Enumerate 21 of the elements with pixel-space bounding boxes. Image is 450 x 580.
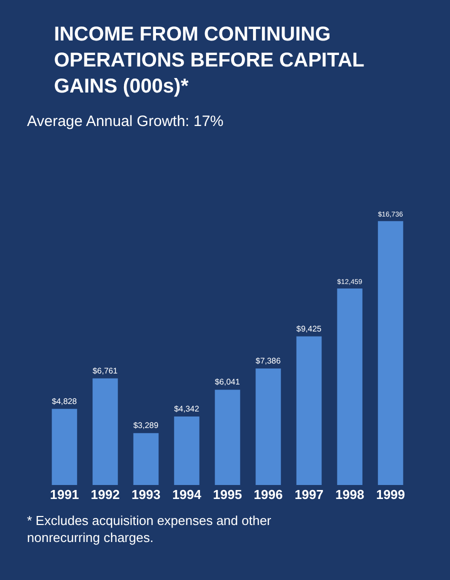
bar [133,433,159,485]
x-tick-label: 1999 [376,487,405,502]
bar [214,390,240,485]
x-tick-label: 1997 [294,487,324,502]
bar [337,288,362,485]
bar [52,408,78,485]
text: * Excludes acquisition expenses and other nonrecurring charges. [27,513,272,545]
x-tick-label: 1993 [132,487,160,502]
x-tick-label: 1992 [90,487,120,502]
bar [296,336,322,485]
x-tick-label: 1994 [172,487,202,502]
chart-subtitle: Average Annual Growth: 17% [27,113,224,130]
bar [174,416,200,485]
x-tick-label: 1998 [335,487,364,502]
bar [92,378,118,485]
x-tick-label: 1995 [213,487,242,502]
x-tick-label: 1991 [50,487,79,502]
chart-title: INCOME FROM CONTINUING OPERATIONS BEFORE CAPITAL GAINS (000s)* [54,24,364,98]
bar [256,368,281,485]
x-tick-label: 1996 [254,487,283,502]
bar [378,221,404,485]
